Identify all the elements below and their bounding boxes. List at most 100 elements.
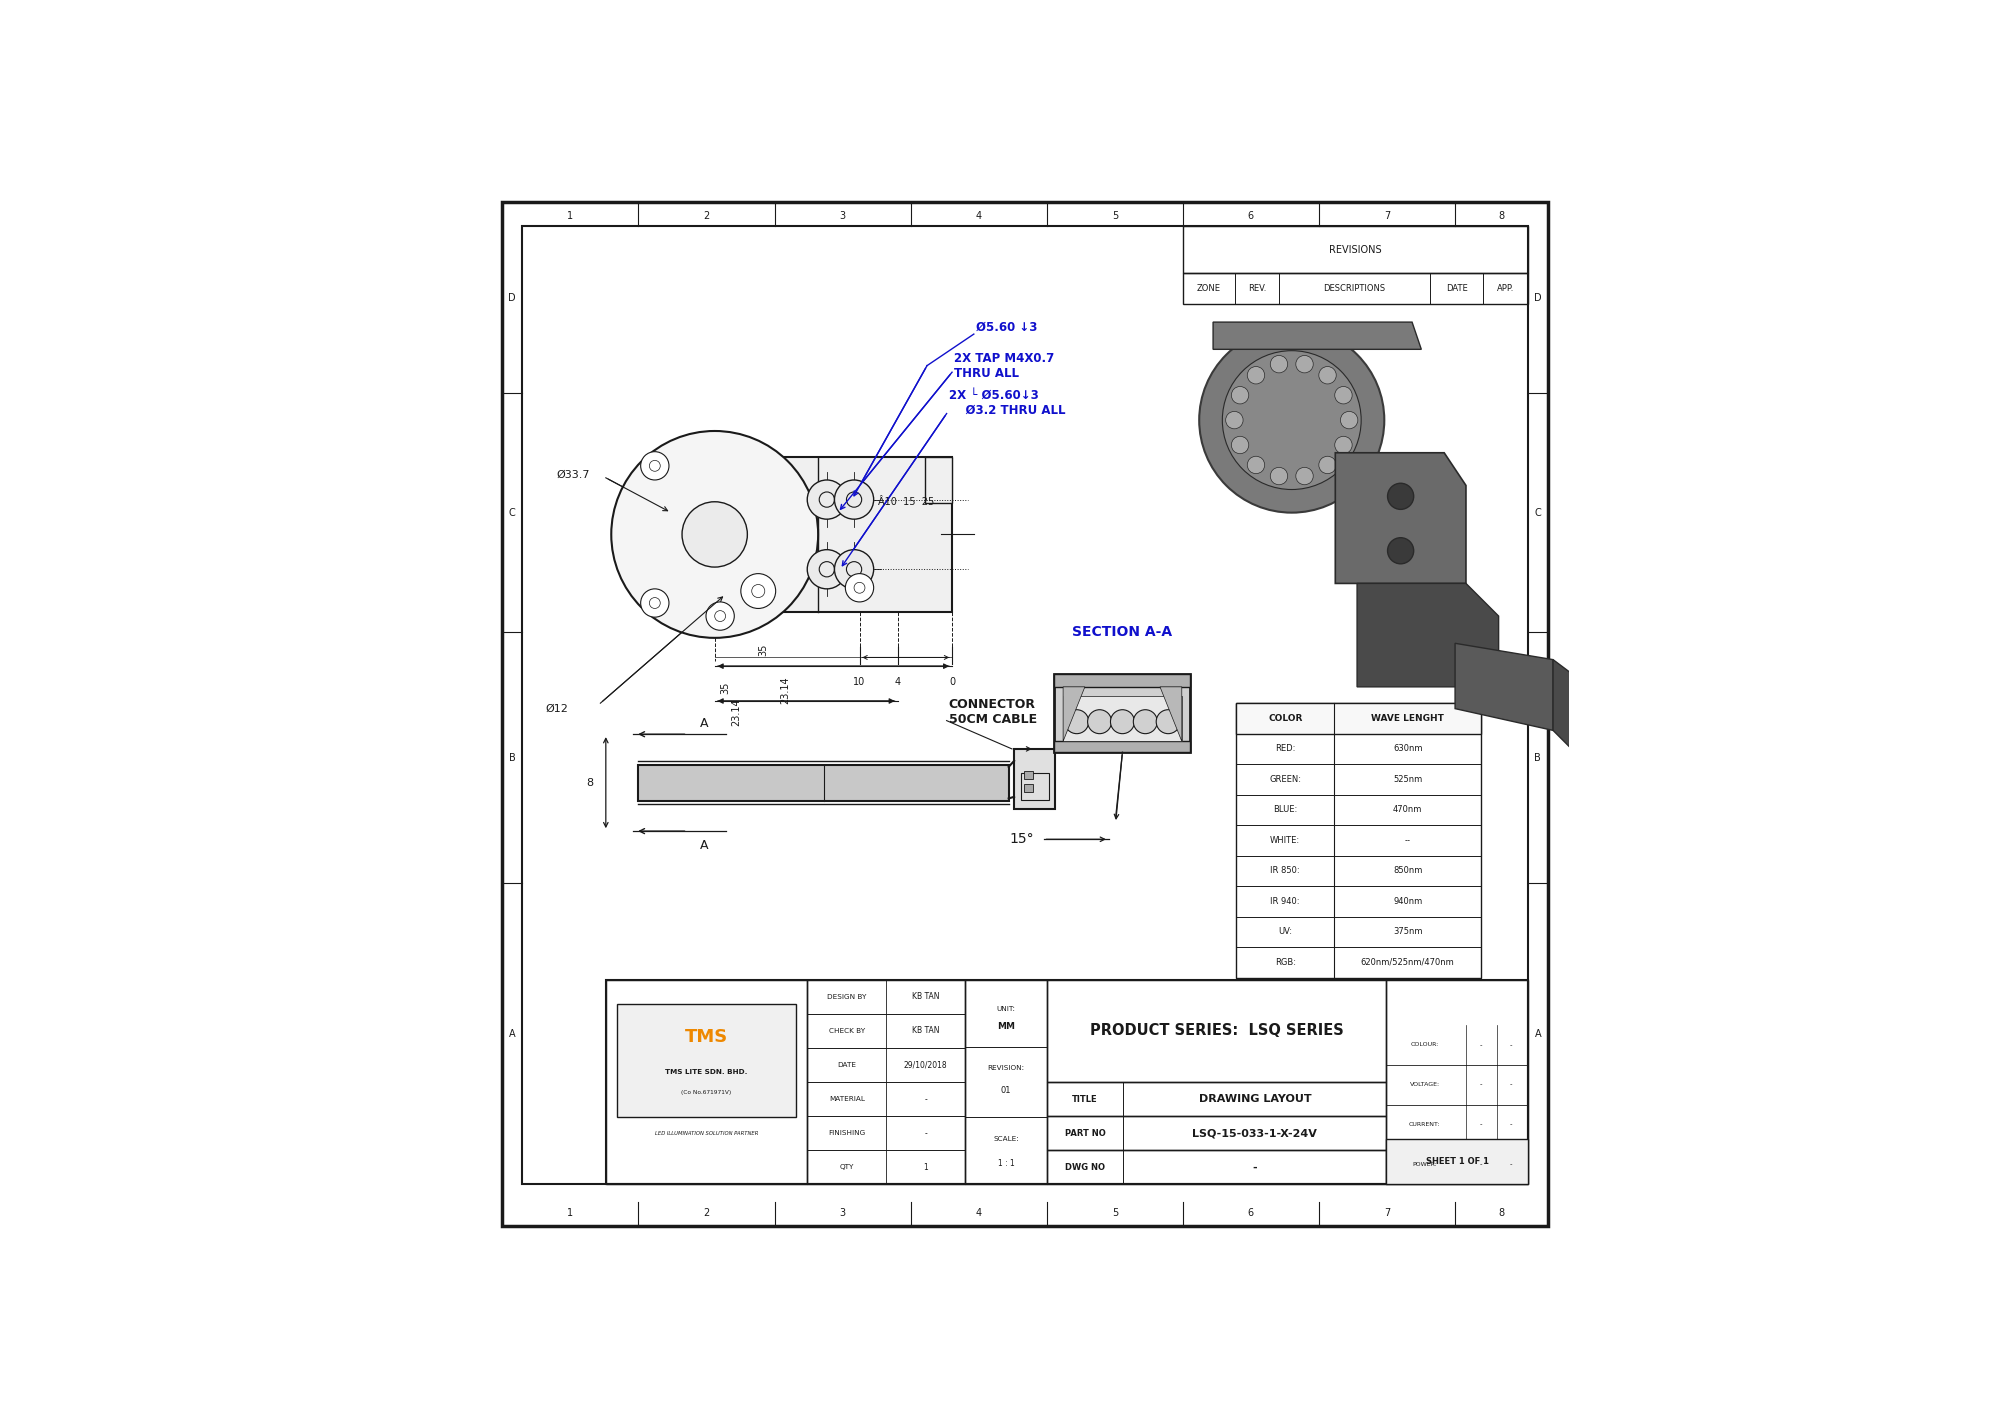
Text: DESIGN BY: DESIGN BY <box>828 994 866 1000</box>
Text: 1: 1 <box>924 1162 928 1172</box>
Text: 1: 1 <box>568 212 574 222</box>
Text: D: D <box>508 293 516 303</box>
Text: -: - <box>1480 1082 1482 1087</box>
Text: BLUE:: BLUE: <box>1274 806 1298 814</box>
Text: SECTION A-A: SECTION A-A <box>1072 625 1172 639</box>
Text: -: - <box>1510 1082 1512 1087</box>
Text: -: - <box>1480 1042 1482 1048</box>
Circle shape <box>682 502 748 567</box>
Polygon shape <box>1336 452 1466 584</box>
Text: PRODUCT SERIES:  LSQ SERIES: PRODUCT SERIES: LSQ SERIES <box>1090 1024 1344 1038</box>
Text: -: - <box>1480 1121 1482 1127</box>
Text: 29/10/2018: 29/10/2018 <box>904 1060 948 1069</box>
Circle shape <box>1200 328 1384 513</box>
Text: 2: 2 <box>704 1208 710 1217</box>
Bar <box>1046 980 1386 1082</box>
Text: -: - <box>1510 1042 1512 1048</box>
Bar <box>1024 783 1032 792</box>
Text: C: C <box>1534 508 1542 518</box>
Text: -: - <box>924 1094 928 1104</box>
Text: A: A <box>508 1028 516 1039</box>
Text: MM: MM <box>996 1022 1014 1031</box>
Circle shape <box>1318 457 1336 474</box>
Text: FINISHING: FINISHING <box>828 1130 866 1137</box>
Circle shape <box>1110 710 1134 734</box>
Text: 620nm/525nm/470nm: 620nm/525nm/470nm <box>1360 957 1454 967</box>
Polygon shape <box>1456 643 1554 731</box>
Bar <box>1014 749 1056 809</box>
Polygon shape <box>1214 322 1422 349</box>
Circle shape <box>1334 386 1352 404</box>
Circle shape <box>1156 710 1180 734</box>
Text: CHECK BY: CHECK BY <box>828 1028 864 1034</box>
Bar <box>762 457 952 612</box>
Circle shape <box>1134 710 1158 734</box>
Bar <box>1046 1151 1386 1185</box>
Text: 630nm: 630nm <box>1392 744 1422 754</box>
Text: 3: 3 <box>840 1208 846 1217</box>
Text: 4: 4 <box>976 212 982 222</box>
Text: COLOR: COLOR <box>1268 714 1302 723</box>
Circle shape <box>1388 484 1414 509</box>
Text: 8: 8 <box>586 778 594 788</box>
Text: A: A <box>700 839 708 851</box>
Circle shape <box>1334 437 1352 454</box>
Bar <box>1386 1140 1528 1185</box>
Text: A: A <box>1534 1028 1542 1039</box>
Text: 23.14: 23.14 <box>780 676 790 704</box>
Bar <box>1236 703 1482 734</box>
Bar <box>1046 1116 1386 1151</box>
Text: 35: 35 <box>720 682 730 694</box>
Circle shape <box>640 451 668 479</box>
Text: 850nm: 850nm <box>1394 867 1422 875</box>
Text: 35: 35 <box>758 643 768 656</box>
Circle shape <box>846 574 874 602</box>
Text: 01: 01 <box>1000 1086 1012 1094</box>
Text: RED:: RED: <box>1276 744 1296 754</box>
Text: (Co No.671971V): (Co No.671971V) <box>682 1090 732 1094</box>
Circle shape <box>1226 411 1244 428</box>
Text: DWG NO: DWG NO <box>1064 1162 1104 1172</box>
Text: -: - <box>1480 1161 1482 1168</box>
Text: REVISION:: REVISION: <box>988 1065 1024 1070</box>
Circle shape <box>612 431 818 638</box>
Text: ZONE: ZONE <box>1198 284 1222 293</box>
Circle shape <box>1270 355 1288 373</box>
Text: 2X TAP M4X0.7
THRU ALL: 2X TAP M4X0.7 THRU ALL <box>954 352 1054 380</box>
Circle shape <box>1296 355 1314 373</box>
Text: MATERIAL: MATERIAL <box>828 1096 864 1102</box>
Text: DATE: DATE <box>838 1062 856 1068</box>
Text: 8: 8 <box>1498 212 1504 222</box>
Circle shape <box>1318 366 1336 385</box>
Text: 525nm: 525nm <box>1394 775 1422 783</box>
Text: D: D <box>1534 293 1542 303</box>
Text: Â10  15  25: Â10 15 25 <box>878 496 934 506</box>
Text: 940nm: 940nm <box>1394 896 1422 906</box>
Bar <box>638 765 1008 800</box>
Text: SHEET 1 OF 1: SHEET 1 OF 1 <box>1426 1158 1488 1167</box>
Circle shape <box>1388 537 1414 564</box>
Polygon shape <box>1554 659 1574 752</box>
Text: -: - <box>924 1128 928 1138</box>
Bar <box>1054 741 1190 752</box>
Text: 0: 0 <box>948 677 956 687</box>
Text: 7: 7 <box>1384 1208 1390 1217</box>
Text: RGB:: RGB: <box>1274 957 1296 967</box>
Text: LSQ-15-033-1-X-24V: LSQ-15-033-1-X-24V <box>1192 1128 1318 1138</box>
Text: 10: 10 <box>854 677 866 687</box>
Bar <box>616 1004 796 1117</box>
Text: REV.: REV. <box>1248 284 1266 293</box>
Circle shape <box>1232 386 1248 404</box>
Text: APP.: APP. <box>1498 284 1514 293</box>
Text: TMS LITE SDN. BHD.: TMS LITE SDN. BHD. <box>666 1069 748 1075</box>
Text: 470nm: 470nm <box>1394 806 1422 814</box>
Bar <box>522 226 1528 1185</box>
Text: 1 : 1: 1 : 1 <box>998 1159 1014 1168</box>
Text: 4: 4 <box>976 1208 982 1217</box>
Text: 375nm: 375nm <box>1392 928 1422 936</box>
Text: --: -- <box>1404 836 1410 846</box>
Text: 1: 1 <box>568 1208 574 1217</box>
Circle shape <box>740 574 776 608</box>
Text: B: B <box>508 752 516 762</box>
Circle shape <box>1340 411 1358 428</box>
